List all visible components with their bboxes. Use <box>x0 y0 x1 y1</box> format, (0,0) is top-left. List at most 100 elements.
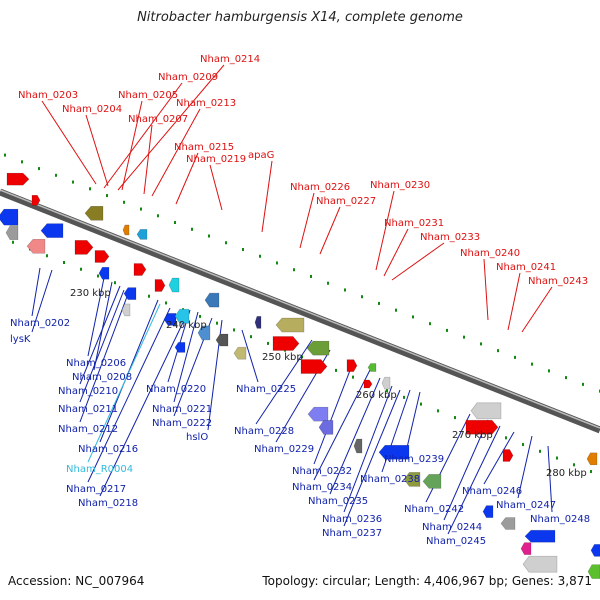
inner-ring-tick <box>233 328 235 332</box>
leader-line-top <box>143 124 153 195</box>
outer-ring-tick <box>259 254 261 258</box>
outer-ring-tick <box>310 274 312 278</box>
outer-ring-tick <box>582 382 584 386</box>
leader-line-bottom <box>79 289 125 403</box>
outer-ring-tick <box>327 281 329 285</box>
gene-label-bottom: Nham_0216 <box>78 444 138 455</box>
gene-label-top: Nham_0205 <box>118 90 178 101</box>
topology-text: Topology: circular; Length: 4,406,967 bp… <box>262 574 592 588</box>
scale-label: 240 kbp <box>166 320 207 331</box>
inner-ring-tick <box>301 355 303 359</box>
outer-ring-tick <box>378 301 380 305</box>
gene-label-bottom: Nham_0221 <box>152 404 212 415</box>
outer-ring-tick <box>514 355 516 359</box>
gene-glyph <box>121 303 131 317</box>
gene-label-bottom: Nham_0236 <box>322 514 382 525</box>
inner-ring-tick <box>12 240 14 244</box>
gene-glyphs <box>0 172 600 579</box>
inner-ring-tick <box>335 368 337 372</box>
leader-line-bottom <box>547 445 553 513</box>
inner-ring-tick <box>199 314 201 318</box>
gene-label-bottom: Nham_0239 <box>384 454 444 465</box>
outer-ring-tick <box>38 167 40 171</box>
gene-label-top: Nham_0231 <box>384 218 444 229</box>
gene-label-top: Nham_0204 <box>62 104 122 115</box>
outer-ring-tick <box>225 241 227 245</box>
gene-glyph <box>215 333 229 347</box>
gene-label-top: Nham_0226 <box>290 182 350 193</box>
leader-line-top <box>299 192 315 249</box>
gene-glyph <box>465 419 499 435</box>
inner-ring-tick <box>437 409 439 413</box>
outer-ring-tick <box>242 247 244 251</box>
leader-line-top <box>41 100 97 185</box>
leader-line-bottom <box>255 339 313 425</box>
gene-label-bottom: Nham_0211 <box>58 404 118 415</box>
inner-ring-tick <box>352 375 354 379</box>
gene-glyph <box>31 194 41 206</box>
gene-label-bottom: Nham_0244 <box>422 522 482 533</box>
outer-ring-tick <box>72 180 74 184</box>
outer-ring-tick <box>497 349 499 353</box>
inner-ring-tick <box>590 470 592 474</box>
gene-label-bottom: Nham_0220 <box>146 384 206 395</box>
gene-glyph <box>0 208 19 226</box>
gene-label-bottom: Nham_0208 <box>72 372 132 383</box>
outer-ring-tick <box>123 200 125 204</box>
leader-line-top <box>117 64 225 191</box>
outer-ring-tick <box>565 376 567 380</box>
gene-label-top: Nham_0227 <box>316 196 376 207</box>
gene-glyph <box>587 564 600 579</box>
inner-ring-tick <box>420 402 422 406</box>
leader-line-bottom <box>483 431 515 485</box>
gene-label-bottom: Nham_0232 <box>292 466 352 477</box>
gene-label-bottom: Nham_0242 <box>404 504 464 515</box>
gene-label-bottom: Nham_0210 <box>58 386 118 397</box>
gene-glyph <box>367 363 377 372</box>
gene-label-bottom: Nham_0218 <box>78 498 138 509</box>
inner-ring-tick <box>573 463 575 467</box>
outer-ring-tick <box>21 160 23 164</box>
outer-ring-tick <box>208 234 210 238</box>
gene-label-bottom: Nham_0225 <box>236 384 296 395</box>
inner-ring-tick <box>80 267 82 271</box>
gene-glyph <box>381 376 391 390</box>
gene-glyph <box>590 544 600 557</box>
gene-glyph <box>422 474 442 489</box>
gene-glyph <box>122 224 130 236</box>
gene-glyph <box>353 438 363 454</box>
gene-label-top: Nham_0240 <box>460 248 520 259</box>
inner-ring-tick <box>505 436 507 440</box>
leader-line-top <box>121 100 143 191</box>
leader-line-top <box>391 242 445 281</box>
gene-glyph <box>502 449 514 462</box>
gene-glyph <box>306 340 330 356</box>
inner-ring-tick <box>165 301 167 305</box>
leader-line-top <box>209 164 223 211</box>
leader-line-bottom <box>31 269 53 333</box>
leader-line-top <box>85 114 109 187</box>
outer-ring-tick <box>293 268 295 272</box>
gene-label-bottom: Nham_0222 <box>152 418 212 429</box>
gene-glyph <box>272 336 300 351</box>
outer-ring-tick <box>106 194 108 198</box>
gene-glyph <box>500 517 516 530</box>
gene-glyph <box>254 316 262 329</box>
outer-ring-tick <box>548 369 550 373</box>
outer-ring-tick <box>531 362 533 366</box>
gene-label-bottom: Nham_0246 <box>462 486 522 497</box>
inner-ring-tick <box>46 254 48 258</box>
scale-label: 280 kbp <box>546 468 587 479</box>
inner-ring-tick <box>267 341 269 345</box>
gene-label-bottom: Nham_0237 <box>322 528 382 539</box>
gene-label-top: Nham_0241 <box>496 262 556 273</box>
gene-glyph <box>524 529 556 543</box>
outer-ring-tick <box>463 335 465 339</box>
gene-glyph <box>174 308 190 324</box>
outer-ring-tick <box>4 153 6 157</box>
accession-text: Accession: NC_007964 <box>8 574 145 588</box>
gene-glyph <box>522 555 558 573</box>
leader-line-bottom <box>313 369 371 481</box>
leader-line-top <box>175 152 199 205</box>
gene-label-bottom: Nham_0206 <box>66 358 126 369</box>
